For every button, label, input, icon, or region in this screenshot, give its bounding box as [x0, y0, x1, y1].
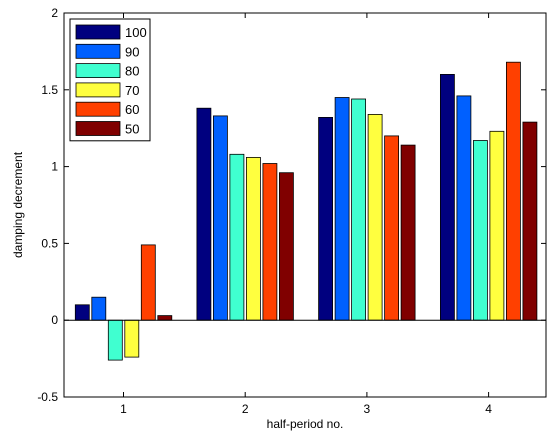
bar-80-cat-1: [107, 319, 123, 361]
legend-swatch-70: [75, 82, 121, 98]
bar-50-cat-1: [157, 315, 173, 321]
bar-70-cat-3: [367, 114, 383, 321]
x-tick-label: 4: [485, 402, 492, 416]
y-tick-label: 1: [51, 160, 58, 174]
legend-swatch-50: [75, 121, 121, 136]
bar-90-cat-2: [212, 115, 228, 321]
legend-swatch-60: [75, 101, 121, 117]
bar-70-cat-2: [245, 156, 261, 321]
bar-60-cat-4: [505, 61, 521, 321]
legend: 100 90 80 70 60 50: [69, 18, 151, 142]
bar-90-cat-4: [456, 95, 472, 321]
bar-50-cat-3: [400, 144, 416, 321]
bar-100-cat-2: [196, 107, 212, 321]
y-axis: -0.5 0 0.5 1 1.5 2: [37, 6, 546, 404]
bar-100-cat-1: [74, 304, 90, 321]
y-tick-label: 1.5: [41, 83, 58, 97]
bar-70-cat-1: [124, 319, 140, 358]
bar-60-cat-2: [262, 163, 278, 321]
legend-swatch-100: [75, 24, 121, 40]
y-tick-label: 0.5: [41, 236, 58, 250]
bar-80-cat-2: [229, 153, 245, 321]
bar-90-cat-1: [91, 296, 107, 321]
y-tick-label: 2: [51, 6, 58, 20]
bar-80-cat-3: [351, 98, 367, 321]
bar-50-cat-4: [522, 121, 538, 321]
legend-label-50: 50: [125, 122, 139, 137]
y-axis-label: damping decrement: [11, 151, 25, 258]
bars-group: [74, 61, 538, 361]
bar-60-cat-3: [384, 135, 400, 321]
bar-100-cat-4: [439, 74, 455, 321]
legend-label-60: 60: [125, 102, 139, 117]
legend-label-90: 90: [125, 44, 139, 59]
bar-60-cat-1: [140, 244, 156, 321]
y-tick-label: -0.5: [37, 390, 58, 404]
legend-swatch-90: [75, 43, 121, 59]
legend-label-100: 100: [125, 25, 147, 40]
bar-50-cat-2: [278, 172, 294, 321]
bar-70-cat-4: [489, 130, 505, 321]
legend-label-70: 70: [125, 83, 139, 98]
x-tick-label: 2: [242, 402, 249, 416]
x-axis-label: half-period no.: [267, 417, 344, 431]
x-axis: 1 2 3 4: [120, 13, 492, 416]
y-tick-label: 0: [51, 313, 58, 327]
legend-label-80: 80: [125, 64, 139, 79]
x-tick-label: 1: [120, 402, 127, 416]
bar-90-cat-3: [334, 97, 350, 321]
bar-80-cat-4: [472, 140, 488, 321]
x-tick-label: 3: [364, 402, 371, 416]
legend-swatch-80: [75, 63, 121, 78]
bar-100-cat-3: [318, 117, 334, 321]
